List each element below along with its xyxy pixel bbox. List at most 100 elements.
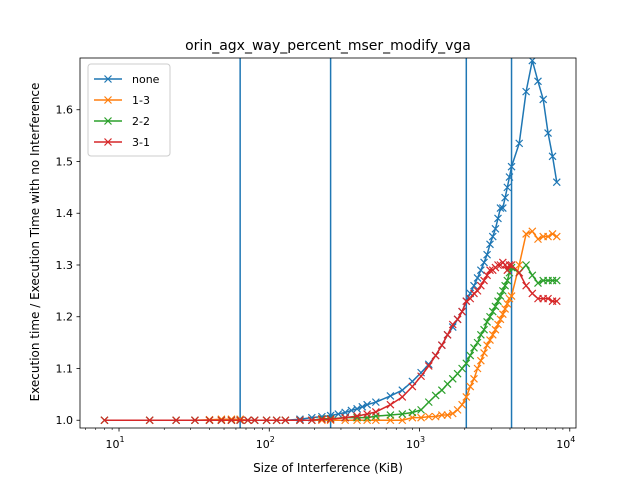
data-point-stroke bbox=[417, 368, 425, 377]
data-point-stroke bbox=[417, 413, 425, 422]
data-point-stroke bbox=[480, 258, 488, 267]
data-point bbox=[488, 307, 497, 316]
data-point-stroke bbox=[458, 400, 467, 409]
data-point-stroke bbox=[470, 374, 478, 383]
data-point bbox=[496, 292, 505, 300]
data-point bbox=[548, 152, 557, 161]
data-point-stroke bbox=[483, 250, 492, 259]
y-tick-label: 1.2 bbox=[56, 311, 74, 324]
y-tick-label: 1.1 bbox=[56, 362, 74, 375]
data-point bbox=[476, 356, 485, 365]
data-point bbox=[448, 409, 457, 418]
data-point-stroke bbox=[522, 281, 531, 290]
data-point bbox=[470, 374, 478, 383]
data-point bbox=[483, 317, 492, 326]
data-point-stroke bbox=[515, 261, 524, 269]
data-point bbox=[363, 410, 372, 418]
data-point-stroke bbox=[431, 351, 440, 360]
data-point bbox=[539, 95, 548, 104]
data-point bbox=[522, 261, 531, 269]
data-point-stroke bbox=[408, 408, 417, 417]
data-point bbox=[534, 279, 542, 288]
data-point bbox=[522, 87, 531, 96]
data-point-stroke bbox=[473, 338, 482, 347]
x-axis-label: Size of Interference (KiB) bbox=[253, 461, 403, 475]
data-point-stroke bbox=[501, 305, 510, 313]
data-point bbox=[417, 413, 425, 422]
data-point bbox=[408, 382, 417, 391]
data-point bbox=[453, 315, 462, 324]
data-point bbox=[424, 361, 433, 370]
data-point bbox=[522, 281, 531, 290]
data-point-stroke bbox=[353, 412, 361, 421]
x-tick-label: 104 bbox=[556, 435, 575, 451]
data-point-stroke bbox=[386, 391, 395, 400]
data-point bbox=[417, 405, 425, 414]
data-point-stroke bbox=[491, 302, 500, 311]
data-point bbox=[353, 412, 361, 421]
data-point bbox=[100, 416, 109, 425]
data-point-stroke bbox=[470, 343, 478, 352]
data-point-stroke bbox=[480, 276, 488, 285]
data-point-stroke bbox=[503, 266, 512, 275]
data-point-stroke bbox=[466, 351, 475, 360]
data-point bbox=[528, 227, 537, 236]
data-point bbox=[398, 416, 407, 425]
data-point-stroke bbox=[205, 416, 214, 425]
x-tick-base: 10 bbox=[105, 438, 119, 451]
data-point bbox=[496, 315, 505, 324]
x-tick-base: 10 bbox=[406, 438, 420, 451]
data-point-stroke bbox=[494, 261, 502, 269]
data-point bbox=[515, 261, 524, 269]
data-point bbox=[494, 261, 502, 269]
data-point-stroke bbox=[534, 279, 542, 288]
data-point bbox=[326, 415, 335, 424]
data-point-stroke bbox=[534, 77, 542, 86]
y-tick-label: 1.6 bbox=[56, 104, 74, 117]
data-point-stroke bbox=[528, 227, 537, 236]
data-point bbox=[431, 351, 440, 360]
legend-item: 1-3 bbox=[94, 94, 150, 107]
data-point bbox=[552, 232, 561, 241]
legend: none 1-3 2-2 3-1 bbox=[87, 63, 171, 157]
data-point-stroke bbox=[473, 364, 482, 373]
data-point-stroke bbox=[408, 382, 417, 391]
data-point-stroke bbox=[431, 391, 440, 400]
data-point bbox=[417, 372, 425, 381]
data-point-stroke bbox=[437, 386, 446, 395]
data-point-stroke bbox=[217, 416, 226, 425]
y-axis-label: Execution time / Execution Time with no … bbox=[28, 83, 42, 402]
data-point-stroke bbox=[424, 361, 433, 370]
data-point-stroke bbox=[552, 178, 561, 187]
data-point-stroke bbox=[437, 411, 446, 419]
data-point-stroke bbox=[190, 416, 199, 425]
data-point-stroke bbox=[386, 400, 395, 409]
data-point bbox=[488, 232, 497, 241]
data-point-stroke bbox=[100, 416, 109, 425]
data-point-stroke bbox=[398, 386, 407, 395]
data-point bbox=[552, 297, 561, 306]
data-point-stroke bbox=[281, 416, 290, 425]
data-point-stroke bbox=[515, 139, 524, 148]
data-point-stroke bbox=[483, 341, 492, 350]
y-tick-label: 1.5 bbox=[56, 155, 74, 168]
data-point-stroke bbox=[486, 240, 494, 249]
data-point-stroke bbox=[341, 413, 350, 422]
data-point-stroke bbox=[496, 204, 505, 212]
data-point bbox=[522, 230, 531, 238]
data-point bbox=[486, 266, 494, 275]
data-point-stroke bbox=[496, 315, 505, 324]
data-point bbox=[480, 349, 488, 357]
data-point-stroke bbox=[458, 364, 467, 373]
data-point-stroke bbox=[448, 409, 457, 418]
data-point-stroke bbox=[515, 268, 524, 277]
data-point bbox=[548, 230, 557, 238]
data-point bbox=[281, 416, 290, 425]
data-point-stroke bbox=[486, 312, 494, 321]
data-point bbox=[473, 274, 482, 282]
data-point bbox=[486, 240, 494, 249]
data-point bbox=[503, 299, 512, 308]
data-point bbox=[534, 235, 542, 244]
data-point-stroke bbox=[466, 294, 475, 303]
data-point bbox=[486, 312, 494, 321]
